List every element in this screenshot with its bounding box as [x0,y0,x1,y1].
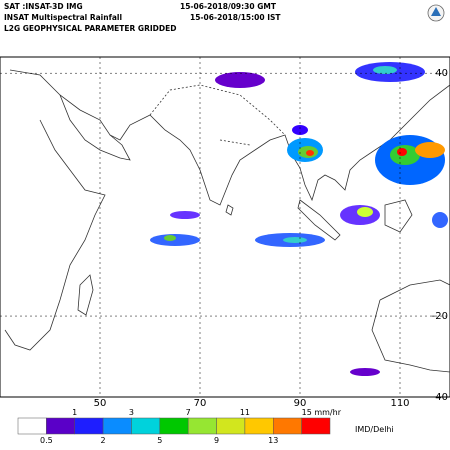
threshold-label: 3 [129,408,134,417]
color-box [187,417,217,435]
ist-time: 15-06-2018/15:00 IST [190,13,281,22]
lat-label: 40 [435,68,448,79]
lon-label: 110 [390,398,409,409]
borders [149,84,286,146]
lon-label: 90 [294,398,307,409]
threshold-label: 2 [101,436,106,445]
lon-label: 70 [194,398,207,409]
level-label: L2G GEOPHYSICAL PARAMETER GRIDDED [4,24,176,33]
color-box [17,417,47,435]
coastline [9,69,450,206]
map-frame [0,56,450,398]
map: 50 70 90 110 40 -20 -40 [0,56,450,409]
color-box [74,417,104,435]
colorbar: 0.5 1 2 3 5 7 9 11 13 15 mm/hr [17,408,342,445]
color-box [244,417,274,435]
credit: IMD/Delhi [355,425,394,434]
coastline-arabia [59,94,131,161]
product-label: INSAT Multispectral Rainfall [4,13,122,22]
australia [371,279,450,373]
color-box [273,417,302,435]
lat-label: -40 [432,392,448,403]
threshold-label: 9 [214,436,219,445]
color-box [102,417,132,435]
coastline-africa [4,119,106,351]
color-box [131,417,161,435]
rain-field [150,62,448,376]
threshold-label: 1 [72,408,77,417]
threshold-label: 15 mm/hr [302,408,342,417]
gmt-time: 15-06-2018/09:30 GMT [180,2,277,11]
threshold-label: 0.5 [40,436,53,445]
borneo [384,199,413,233]
color-box [301,417,331,435]
lat-label: -20 [432,311,448,322]
color-box [159,417,189,435]
color-box [216,417,246,435]
color-box [46,417,75,435]
sumatra [297,199,341,241]
satellite-label: SAT :INSAT-3D IMG [4,2,83,11]
sri-lanka [225,204,234,216]
threshold-label: 13 [268,436,278,445]
threshold-label: 5 [157,436,162,445]
imd-logo [427,4,445,22]
lon-label: 50 [94,398,107,409]
madagascar [77,274,94,316]
threshold-label: 7 [186,408,191,417]
threshold-label: 11 [240,408,250,417]
